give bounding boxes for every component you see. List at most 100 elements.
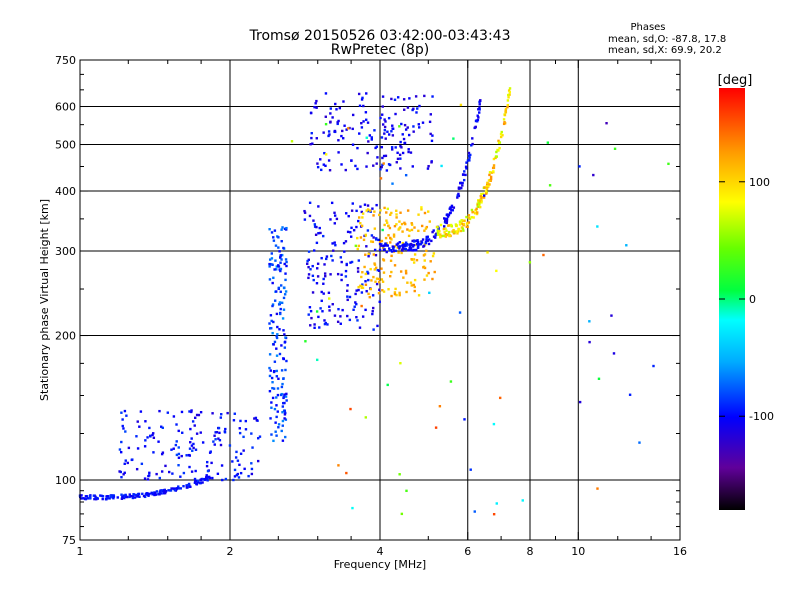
data-point: [391, 127, 395, 130]
data-point: [423, 211, 427, 215]
data-point: [379, 177, 383, 180]
data-point: [434, 426, 438, 429]
data-point: [500, 130, 503, 134]
data-point: [499, 135, 503, 139]
data-point: [427, 242, 431, 246]
data-point: [475, 212, 479, 216]
data-point: [152, 436, 156, 439]
data-point: [283, 413, 287, 416]
data-point: [349, 231, 352, 234]
data-point: [415, 111, 418, 114]
data-point: [284, 435, 287, 439]
data-point: [280, 258, 283, 261]
echo-cluster: [290, 103, 670, 516]
data-point: [280, 239, 283, 243]
data-point: [371, 294, 375, 297]
data-point: [492, 170, 495, 173]
data-point: [356, 167, 359, 171]
data-point: [321, 310, 324, 313]
data-point: [387, 163, 391, 166]
data-point: [362, 104, 365, 108]
data-point: [170, 448, 173, 451]
data-point: [235, 450, 238, 454]
data-point: [425, 235, 428, 239]
data-point: [389, 236, 392, 240]
data-point: [319, 158, 322, 161]
data-point: [328, 169, 332, 172]
data-point: [400, 512, 404, 516]
data-point: [279, 290, 282, 293]
data-point: [311, 291, 315, 294]
data-point: [247, 474, 250, 478]
data-point: [177, 429, 180, 433]
data-point: [278, 250, 281, 253]
x-tick-label: 10: [571, 545, 585, 558]
data-point: [485, 183, 489, 187]
data-point: [356, 146, 359, 150]
y-tick-label: 100: [55, 474, 76, 487]
data-point: [237, 476, 241, 479]
data-point: [471, 142, 474, 146]
data-point: [337, 307, 340, 311]
data-point: [404, 247, 408, 251]
data-point: [357, 244, 361, 248]
data-point: [382, 154, 386, 158]
data-point: [143, 445, 147, 448]
data-point: [282, 395, 286, 399]
data-point: [128, 495, 131, 499]
data-point: [383, 132, 386, 135]
data-point: [251, 446, 254, 449]
data-point: [377, 269, 381, 272]
data-point: [309, 268, 312, 271]
data-point: [382, 290, 386, 293]
data-point: [205, 474, 208, 477]
data-point: [427, 271, 430, 275]
data-point: [492, 513, 496, 516]
data-point: [652, 364, 655, 368]
data-point: [610, 314, 613, 317]
data-point: [355, 302, 358, 306]
data-point: [282, 286, 286, 289]
data-point: [372, 275, 375, 279]
data-point: [280, 301, 284, 305]
data-point: [364, 308, 367, 312]
data-point: [387, 116, 391, 120]
data-point: [426, 239, 430, 242]
data-point: [394, 249, 397, 253]
data-point: [361, 286, 365, 290]
data-point: [412, 261, 416, 264]
data-point: [456, 232, 459, 235]
colorbar-label: [deg]: [718, 73, 753, 88]
data-point: [313, 105, 316, 109]
data-point: [401, 151, 405, 155]
data-point: [331, 116, 334, 119]
data-point: [316, 262, 320, 265]
data-point: [136, 494, 139, 498]
data-point: [280, 385, 284, 389]
y-axis-ticks: 75 100 200 300 400 500 600 750: [55, 54, 680, 547]
data-point: [120, 493, 123, 496]
data-point: [504, 108, 507, 112]
data-point: [279, 269, 282, 273]
data-point: [397, 228, 400, 231]
data-point: [391, 182, 394, 185]
data-point: [364, 253, 367, 256]
data-point: [162, 489, 166, 492]
data-point: [475, 207, 478, 211]
data-point: [274, 430, 277, 433]
data-point: [333, 214, 337, 217]
data-point: [120, 475, 123, 479]
data-point: [380, 278, 384, 281]
data-point: [478, 200, 482, 203]
data-point: [378, 242, 382, 246]
data-point: [340, 163, 343, 166]
data-point: [160, 470, 164, 473]
data-point: [597, 377, 601, 380]
data-point: [342, 137, 345, 140]
data-point: [155, 472, 158, 476]
data-point: [465, 225, 469, 228]
data-point: [372, 236, 375, 239]
data-point: [420, 224, 424, 228]
data-point: [270, 252, 273, 255]
